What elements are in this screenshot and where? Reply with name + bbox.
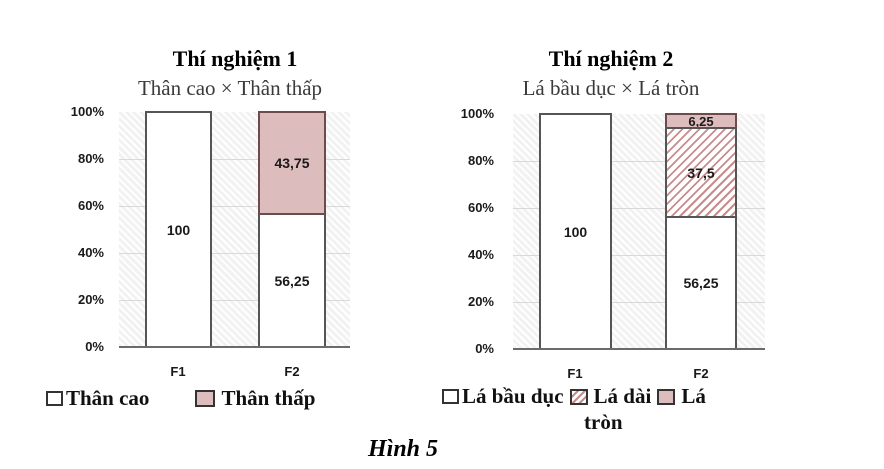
chart2-f2-bar-la-dai: 37,5 xyxy=(665,127,737,218)
chart1-gridline xyxy=(119,253,350,254)
chart2-x-axis xyxy=(513,348,765,350)
chart1-f1-bar-than-cao: 100 xyxy=(145,111,212,348)
chart2-ytick-80: 80% xyxy=(467,153,494,168)
chart1-gridline xyxy=(119,206,350,207)
chart1-f1-value: 100 xyxy=(166,221,191,238)
chart1-xtick-f1: F1 xyxy=(170,364,186,379)
chart2-f1-bar-la-bau-duc: 100 xyxy=(539,113,612,350)
chart1-ytick-80: 80% xyxy=(77,151,104,166)
chart1-f2-top-value: 43,75 xyxy=(274,155,310,171)
chart2-f2-top-value: 6,25 xyxy=(688,113,714,129)
chart1-legend-than-thap: Thân thấp xyxy=(221,386,316,410)
chart1-ytick-100: 100% xyxy=(70,104,104,119)
chart2-legend-la-tron-part2: tròn xyxy=(584,410,623,434)
legend-swatch-than-thap-icon xyxy=(195,390,216,407)
chart1-ytick-40: 40% xyxy=(77,245,104,260)
chart1-xtick-f2: F2 xyxy=(284,364,300,379)
chart2-gridline xyxy=(513,255,765,256)
chart1-gridline xyxy=(119,159,350,160)
chart2-ytick-100: 100% xyxy=(460,106,494,121)
chart2-f2-mid-value: 37,5 xyxy=(687,164,715,181)
chart2-f1-value: 100 xyxy=(563,223,588,240)
legend-swatch-la-tron-icon xyxy=(657,388,676,405)
chart2-gridline xyxy=(513,302,765,303)
figure-caption: Hình 5 xyxy=(368,436,439,462)
legend-swatch-la-bau-duc-icon xyxy=(442,389,459,404)
chart1-f2-bar-than-thap: 43,75 xyxy=(258,111,326,215)
chart2-xtick-f2: F2 xyxy=(693,366,709,381)
chart1-ytick-60: 60% xyxy=(77,198,104,213)
chart1-f2-bar-than-cao: 56,25 xyxy=(258,213,326,348)
chart2-ytick-40: 40% xyxy=(467,247,494,262)
chart1-f2-bottom-value: 56,25 xyxy=(274,272,310,289)
chart2-legend-wrap: tròn xyxy=(584,410,623,435)
chart1-x-axis xyxy=(119,346,350,348)
chart2-legend-la-tron-part1: Lá xyxy=(681,384,706,408)
chart1-gridline xyxy=(119,300,350,301)
chart1-subtitle: Thân cao × Thân thấp xyxy=(137,76,323,100)
legend-swatch-than-cao-icon xyxy=(46,391,63,406)
chart2-legend-la-dai: Lá dài xyxy=(593,384,652,408)
chart2-gridline xyxy=(513,208,765,209)
chart2-ytick-20: 20% xyxy=(467,294,494,309)
chart2-ytick-0: 0% xyxy=(475,341,494,356)
chart1-legend: Thân cao Thân thấp xyxy=(46,386,315,411)
chart2-xtick-f1: F1 xyxy=(567,366,583,381)
chart2-title: Thí nghiệm 2 xyxy=(548,46,674,71)
chart1-title: Thí nghiệm 1 xyxy=(172,46,298,71)
chart1-ytick-20: 20% xyxy=(77,292,104,307)
chart2-subtitle: Lá bầu dục × Lá tròn xyxy=(522,76,700,100)
legend-swatch-la-dai-icon xyxy=(569,388,588,405)
chart2-legend: Lá bầu dục Lá dài Lá xyxy=(442,384,706,409)
chart1-legend-than-cao: Thân cao xyxy=(66,386,150,410)
chart1-ytick-0: 0% xyxy=(85,339,104,354)
chart2-f2-bar-la-bau-duc: 56,25 xyxy=(665,216,737,350)
chart2-ytick-60: 60% xyxy=(467,200,494,215)
chart2-f2-bottom-value: 56,25 xyxy=(683,275,719,291)
chart2-legend-la-bau-duc: Lá bầu dục xyxy=(462,384,564,408)
chart2-gridline xyxy=(513,161,765,162)
